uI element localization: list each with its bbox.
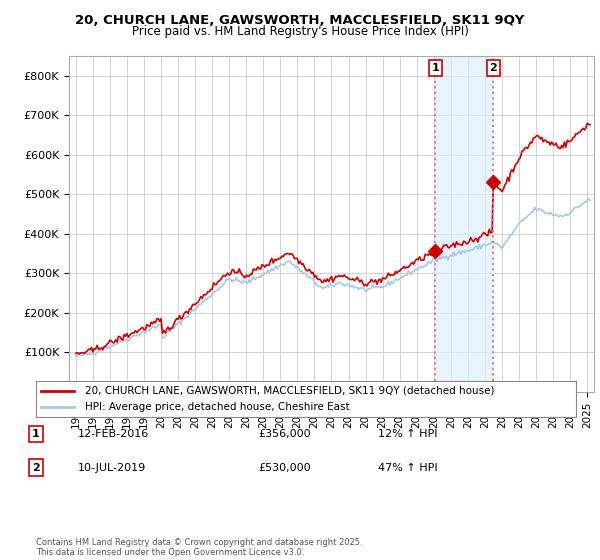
Text: Contains HM Land Registry data © Crown copyright and database right 2025.
This d: Contains HM Land Registry data © Crown c… <box>36 538 362 557</box>
Text: 12-FEB-2016: 12-FEB-2016 <box>78 429 149 439</box>
Text: Price paid vs. HM Land Registry's House Price Index (HPI): Price paid vs. HM Land Registry's House … <box>131 25 469 38</box>
Text: 1: 1 <box>32 429 40 439</box>
Text: 10-JUL-2019: 10-JUL-2019 <box>78 463 146 473</box>
Text: 20, CHURCH LANE, GAWSWORTH, MACCLESFIELD, SK11 9QY: 20, CHURCH LANE, GAWSWORTH, MACCLESFIELD… <box>76 14 524 27</box>
Text: 12% ↑ HPI: 12% ↑ HPI <box>378 429 437 439</box>
Text: HPI: Average price, detached house, Cheshire East: HPI: Average price, detached house, Ches… <box>85 402 349 412</box>
Text: £530,000: £530,000 <box>258 463 311 473</box>
Text: 20, CHURCH LANE, GAWSWORTH, MACCLESFIELD, SK11 9QY (detached house): 20, CHURCH LANE, GAWSWORTH, MACCLESFIELD… <box>85 386 494 396</box>
Text: 47% ↑ HPI: 47% ↑ HPI <box>378 463 437 473</box>
Text: 2: 2 <box>32 463 40 473</box>
Text: £356,000: £356,000 <box>258 429 311 439</box>
Text: 1: 1 <box>431 63 439 73</box>
Bar <box>436 56 493 392</box>
Text: 2: 2 <box>490 63 497 73</box>
